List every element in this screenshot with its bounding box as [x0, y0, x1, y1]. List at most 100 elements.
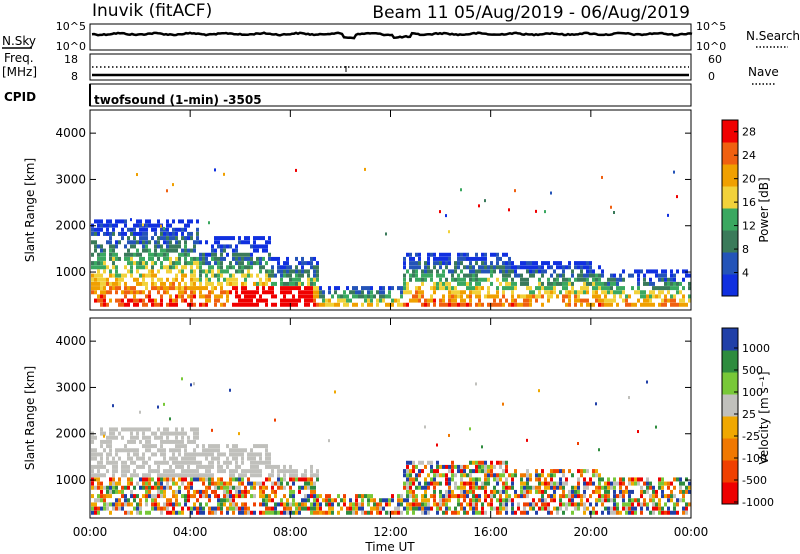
heatmap-cell [469, 302, 472, 307]
heatmap-cell [139, 223, 142, 228]
heatmap-cell [307, 269, 310, 274]
heatmap-cell [601, 273, 604, 278]
heatmap-cell [178, 439, 181, 444]
heatmap-cell [184, 444, 187, 449]
heatmap-cell [250, 273, 253, 278]
heatmap-cell [490, 252, 493, 257]
colorbar-tick-label: -100 [742, 452, 767, 465]
heatmap-cell [124, 252, 127, 257]
heatmap-cell [178, 261, 181, 266]
heatmap-cell [625, 489, 628, 494]
heatmap-cell [328, 290, 331, 295]
heatmap-cell [448, 281, 451, 286]
heatmap-cell [535, 477, 538, 482]
heatmap-cell [640, 502, 643, 507]
heatmap-cell [91, 481, 94, 486]
heatmap-cell [565, 277, 568, 282]
heatmap-cell [439, 210, 441, 214]
heatmap-cell [673, 298, 676, 303]
heatmap-cell [109, 427, 112, 432]
heatmap-cell [166, 498, 169, 503]
heatmap-cell [520, 281, 523, 286]
heatmap-cell [298, 290, 301, 295]
heatmap-cell [208, 277, 211, 282]
heatmap-cell [439, 506, 442, 511]
heatmap-cell [154, 261, 157, 266]
nsky-trace [91, 31, 693, 40]
heatmap-cell [649, 294, 652, 299]
heatmap-cell [466, 489, 469, 494]
y-tick-label: 1000 [55, 265, 86, 279]
heatmap-cell [595, 290, 598, 295]
heatmap-cell [271, 286, 274, 291]
heatmap-cell [484, 498, 487, 503]
heatmap-cell [241, 469, 244, 474]
heatmap-cell [493, 464, 496, 469]
heatmap-cell [469, 298, 472, 303]
heatmap-cell [460, 252, 463, 257]
heatmap-cell [337, 494, 340, 499]
heatmap-cell [493, 298, 496, 303]
heatmap-cell [583, 281, 586, 286]
heatmap-cell [163, 286, 166, 291]
heatmap-cell [193, 435, 196, 440]
heatmap-cell [226, 236, 229, 241]
heatmap-cell [460, 473, 463, 478]
heatmap-cell [661, 510, 664, 515]
heatmap-cell [526, 510, 529, 515]
heatmap-cell [526, 294, 529, 299]
heatmap-cell [154, 452, 157, 457]
heatmap-cell [160, 435, 163, 440]
heatmap-cell [511, 302, 514, 307]
heatmap-cell [454, 261, 457, 266]
heatmap-cell [661, 286, 664, 291]
heatmap-cell [262, 498, 265, 503]
heatmap-cell [586, 481, 589, 486]
heatmap-cell [607, 290, 610, 295]
heatmap-cell [544, 477, 547, 482]
heatmap-cell [184, 485, 187, 490]
heatmap-cell [433, 481, 436, 486]
heatmap-cell [178, 485, 181, 490]
heatmap-cell [496, 510, 499, 515]
heatmap-cell [484, 252, 487, 257]
heatmap-cell [298, 269, 301, 274]
heatmap-cell [172, 286, 175, 291]
heatmap-cell [295, 477, 298, 482]
heatmap-cell [598, 294, 601, 299]
heatmap-cell [142, 456, 145, 461]
heatmap-cell [154, 231, 157, 236]
heatmap-cell [187, 498, 190, 503]
heatmap-cell [676, 510, 679, 515]
heatmap-cell [271, 498, 274, 503]
heatmap-cell [688, 481, 691, 486]
heatmap-cell [151, 506, 154, 511]
colorbar-swatch [722, 438, 738, 461]
heatmap-cell [496, 286, 499, 291]
heatmap-cell [220, 477, 223, 482]
heatmap-cell [130, 269, 133, 274]
heatmap-cell [106, 240, 109, 245]
heatmap-cell [454, 269, 457, 274]
heatmap-cell [211, 265, 214, 270]
heatmap-cell [184, 431, 187, 436]
heatmap-cell [652, 269, 655, 274]
heatmap-cell [412, 265, 415, 270]
heatmap-cell [607, 302, 610, 307]
heatmap-cell [124, 460, 127, 465]
heatmap-cell [463, 273, 466, 278]
heatmap-cell [625, 485, 628, 490]
heatmap-cell [235, 252, 238, 257]
heatmap-cell [520, 273, 523, 278]
heatmap-cell [196, 498, 199, 503]
heatmap-cell [184, 494, 187, 499]
heatmap-cell [121, 464, 124, 469]
heatmap-cell [205, 502, 208, 507]
heatmap-cell [541, 506, 544, 511]
heatmap-cell [244, 469, 247, 474]
heatmap-cell [370, 286, 373, 291]
heatmap-cell [136, 281, 139, 286]
heatmap-cell [454, 265, 457, 270]
heatmap-cell [457, 290, 460, 295]
heatmap-cell [310, 494, 313, 499]
